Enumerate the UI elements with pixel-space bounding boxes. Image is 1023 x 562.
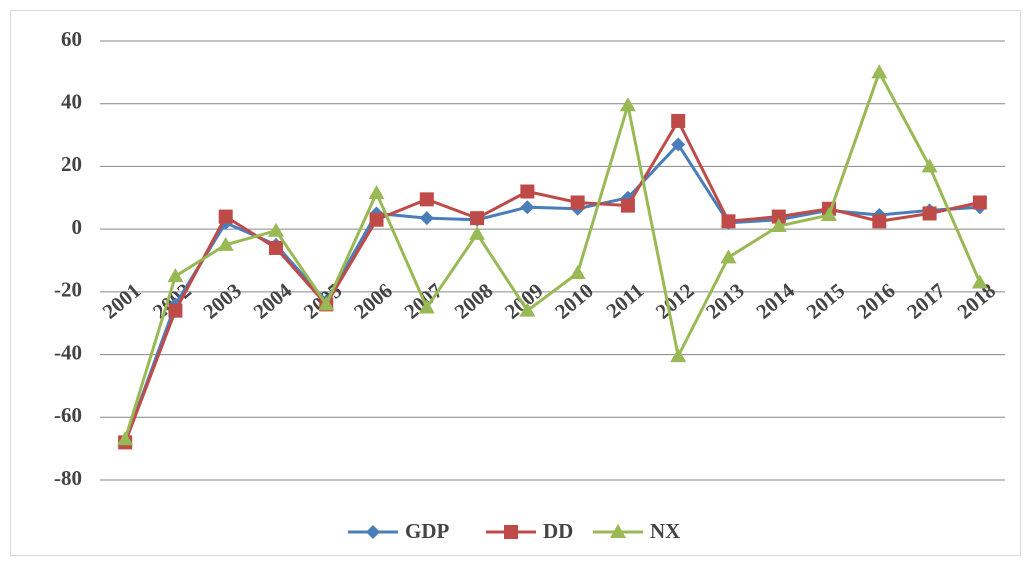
data-point — [771, 209, 786, 224]
data-point — [921, 158, 938, 173]
y-tick-label: 20 — [61, 152, 82, 176]
data-point — [721, 214, 736, 229]
data-point — [972, 195, 987, 210]
data-point — [520, 200, 535, 215]
data-point — [519, 302, 536, 317]
y-tick-label: 0 — [72, 215, 83, 239]
data-point — [821, 207, 838, 222]
y-tick-label: 60 — [61, 27, 82, 51]
data-point — [620, 198, 635, 213]
chart-border — [10, 10, 1021, 556]
data-point — [217, 236, 234, 251]
data-point — [871, 64, 888, 79]
data-point — [470, 211, 485, 226]
data-point — [318, 296, 335, 311]
data-point — [872, 214, 887, 229]
data-point — [671, 137, 686, 152]
data-point — [670, 348, 687, 363]
data-point — [570, 195, 585, 210]
legend-label: GDP — [405, 519, 450, 543]
legend-label: DD — [543, 519, 573, 543]
y-tick-label: -40 — [54, 340, 82, 364]
data-point — [520, 184, 535, 199]
legend-marker — [504, 525, 518, 539]
data-point — [619, 97, 636, 112]
data-point — [117, 431, 134, 446]
data-point — [167, 268, 184, 283]
data-point — [971, 274, 988, 289]
data-point — [922, 206, 937, 221]
legend-marker — [610, 524, 626, 538]
series-line — [123, 117, 981, 443]
data-point — [770, 218, 787, 233]
data-point — [267, 222, 284, 237]
data-point — [368, 185, 385, 200]
data-point — [168, 303, 183, 318]
y-tick-label: -60 — [54, 403, 82, 427]
data-point — [569, 265, 586, 280]
data-point — [369, 212, 384, 227]
data-point — [419, 211, 434, 226]
data-point — [418, 299, 435, 314]
series-line — [123, 68, 982, 440]
data-point — [268, 240, 283, 255]
data-point — [218, 209, 233, 224]
y-tick-label: -20 — [54, 278, 82, 302]
legend-marker — [366, 525, 380, 539]
data-point — [720, 249, 737, 264]
y-tick-label: 40 — [61, 90, 82, 114]
data-point — [469, 225, 486, 240]
legend-label: NX — [650, 519, 680, 543]
data-point — [671, 113, 686, 128]
y-tick-label: -80 — [54, 466, 82, 490]
data-point — [419, 192, 434, 207]
